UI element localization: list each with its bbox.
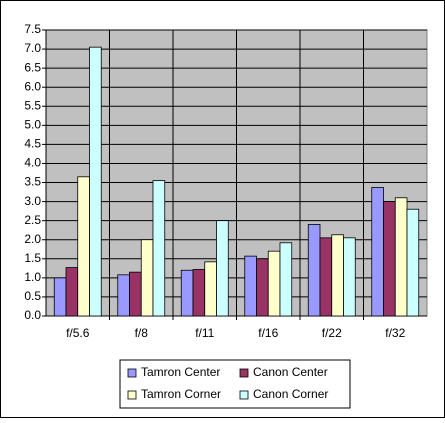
bar: [89, 46, 102, 317]
bar: [371, 187, 384, 317]
bar: [77, 176, 90, 317]
bar: [331, 234, 344, 317]
x-tick-label: f/32: [385, 326, 405, 340]
y-tick-label: 3.5: [24, 175, 41, 189]
y-tick-label: 6.5: [24, 60, 41, 74]
bar: [129, 271, 142, 317]
y-tick-label: 6.0: [24, 79, 41, 93]
legend-label: Canon Center: [253, 365, 328, 379]
bar: [216, 220, 229, 317]
y-tick-label: 0.5: [24, 289, 41, 303]
y-tick-label: 1.0: [24, 270, 41, 284]
y-tick-label: 7.0: [24, 41, 41, 55]
bar: [152, 180, 166, 317]
y-tick-label: 3.0: [24, 194, 41, 208]
bar: [192, 269, 206, 317]
legend-label: Canon Corner: [253, 387, 328, 401]
y-tick-label: 2.0: [24, 232, 41, 246]
legend-label: Tamron Corner: [141, 387, 221, 401]
y-tick-label: 4.0: [24, 156, 41, 170]
bar: [383, 201, 396, 317]
x-tick-label: f/22: [322, 326, 342, 340]
y-tick-label: 5.5: [24, 98, 41, 112]
legend-swatch: [239, 368, 249, 378]
bar: [343, 237, 356, 317]
y-tick-label: 5.0: [24, 118, 41, 132]
bar: [279, 242, 293, 317]
bar: [256, 258, 269, 317]
legend-swatch: [239, 390, 249, 400]
bar: [117, 274, 130, 317]
x-tick-label: f/5.6: [66, 326, 90, 340]
legend-swatch: [127, 368, 137, 378]
x-tick-label: f/8: [135, 326, 149, 340]
legend-label: Tamron Center: [141, 365, 220, 379]
bar: [307, 224, 321, 317]
bar: [406, 208, 420, 317]
y-tick-label: 4.5: [24, 137, 41, 151]
bar: [140, 239, 154, 317]
bar: [267, 250, 281, 317]
bar: [244, 255, 257, 317]
bar: [65, 267, 79, 317]
bar: [53, 277, 67, 317]
y-tick-label: 1.5: [24, 251, 41, 265]
bar: [394, 197, 408, 317]
y-tick-label: 2.5: [24, 213, 41, 227]
y-tick-label: 0.0: [24, 308, 41, 322]
legend-box: [119, 359, 351, 409]
x-tick-label: f/11: [195, 326, 214, 340]
bar: [204, 261, 217, 317]
bar: [180, 269, 194, 317]
legend-swatch: [127, 390, 137, 400]
x-tick-label: f/16: [258, 326, 278, 340]
bar: [319, 237, 333, 317]
y-tick-label: 7.5: [24, 22, 41, 36]
